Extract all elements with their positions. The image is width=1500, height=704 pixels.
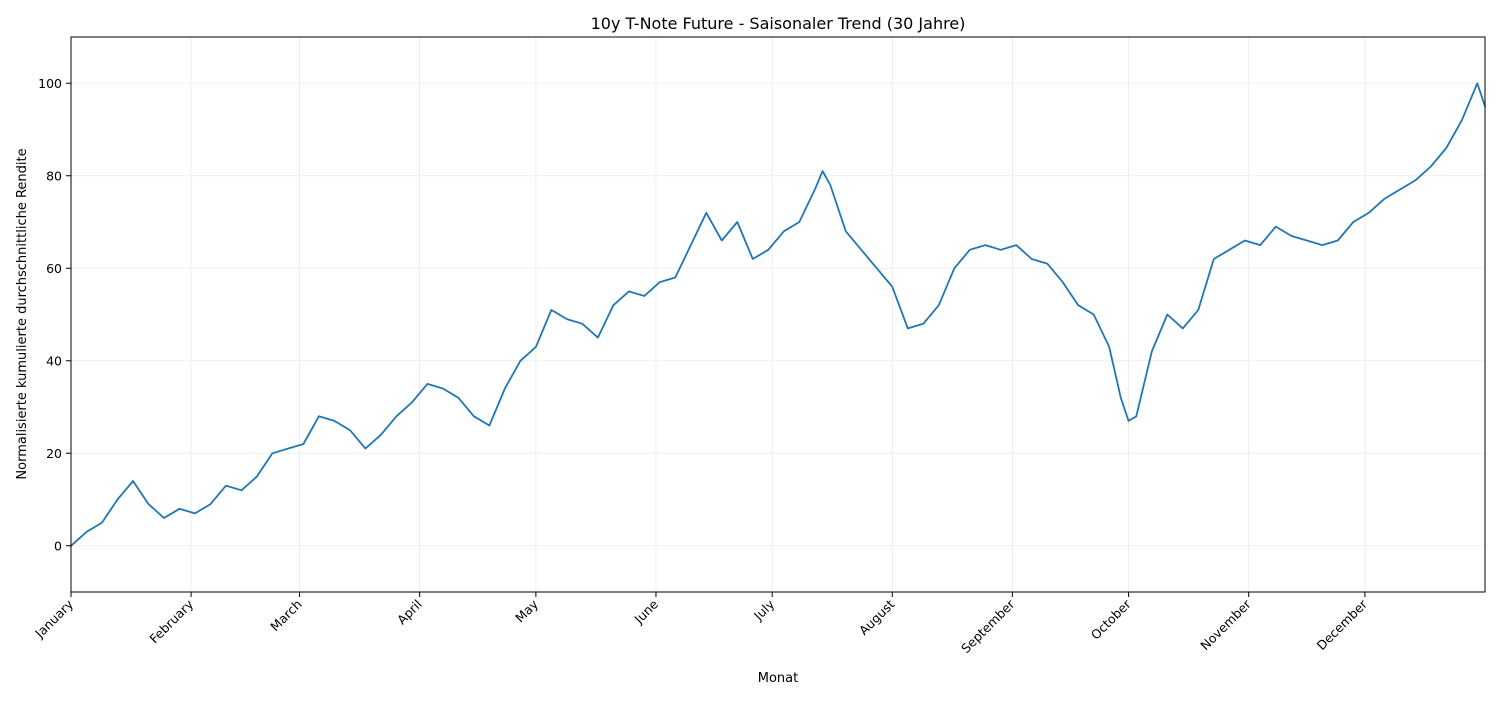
grid-lines	[70, 37, 1485, 592]
y-axis-title: Normalisierte kumulierte durchschnittlic…	[15, 148, 30, 479]
y-axis-ticks: 0 20 40 60 80 100	[38, 76, 71, 553]
x-tick-label-may: May	[512, 596, 541, 625]
y-tick-label: 20	[46, 446, 62, 461]
chart-title: 10y T-Note Future - Saisonaler Trend (30…	[591, 14, 966, 33]
series-line-0	[70, 82, 1486, 547]
x-tick-label-november: November	[1197, 596, 1254, 653]
x-tick-label-june: June	[631, 596, 662, 627]
x-tick-label-september: September	[958, 596, 1018, 656]
y-tick-label: 80	[46, 168, 62, 183]
x-tick-label-august: August	[856, 596, 898, 638]
x-tick-label-february: February	[146, 596, 196, 646]
x-tick-label-july: July	[750, 596, 778, 624]
x-tick-label-january: January	[31, 596, 76, 641]
y-tick-label: 60	[46, 261, 62, 276]
plot-area-frame	[70, 36, 1486, 593]
series-layer	[70, 82, 1486, 547]
x-axis-title: Monat	[758, 671, 798, 686]
x-tick-label-december: December	[1314, 596, 1371, 653]
x-tick-label-october: October	[1088, 596, 1135, 643]
y-tick-label: 0	[54, 538, 62, 553]
y-tick-label: 100	[38, 76, 62, 91]
x-tick-label-april: April	[394, 597, 425, 628]
x-tick-label-march: March	[267, 597, 305, 635]
y-tick-label: 40	[46, 353, 62, 368]
x-axis-ticks: January February March April May June July Augu…	[31, 592, 1371, 656]
